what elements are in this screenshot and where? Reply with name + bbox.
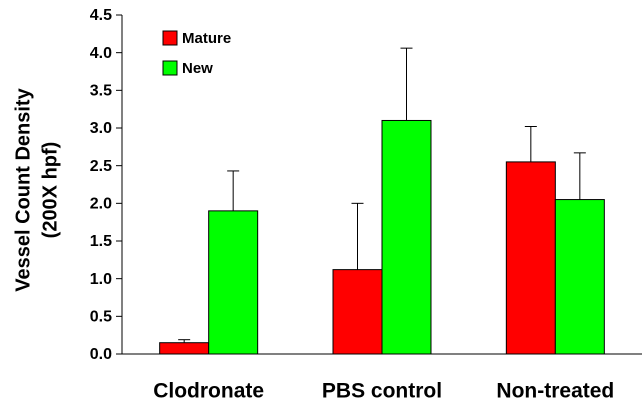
bar	[554, 199, 605, 355]
y-tick-label: 1.0	[90, 271, 112, 288]
y-tick-label: 0.5	[90, 309, 112, 326]
bar	[159, 342, 210, 355]
x-tick-label: Non-treated	[496, 380, 614, 403]
y-tick-label: 1.5	[90, 233, 112, 250]
legend-label: New	[182, 60, 213, 77]
legend-label: Mature	[182, 30, 231, 47]
y-tick-label: 2.5	[90, 158, 112, 175]
bar	[208, 210, 259, 355]
y-tick-label: 4.5	[90, 7, 112, 24]
y-tick-label: 3.5	[90, 83, 112, 100]
legend-swatch	[162, 60, 178, 76]
y-tick-label: 0.0	[90, 346, 112, 363]
y-tick-label: 3.0	[90, 120, 112, 137]
bar	[332, 269, 383, 355]
y-axis-title-line: Vessel Count Density	[12, 87, 34, 291]
bar	[505, 161, 556, 355]
y-axis-title: Vessel Count Density (200X hpf)	[12, 87, 61, 291]
x-tick-label: PBS control	[322, 380, 442, 403]
bar	[381, 119, 432, 355]
x-tick-label: Clodronate	[153, 380, 264, 403]
legend-swatch	[162, 30, 178, 46]
y-tick-label: 4.0	[90, 45, 112, 62]
y-tick-label: 2.0	[90, 196, 112, 213]
y-axis-title-line: (200X hpf)	[39, 142, 61, 239]
